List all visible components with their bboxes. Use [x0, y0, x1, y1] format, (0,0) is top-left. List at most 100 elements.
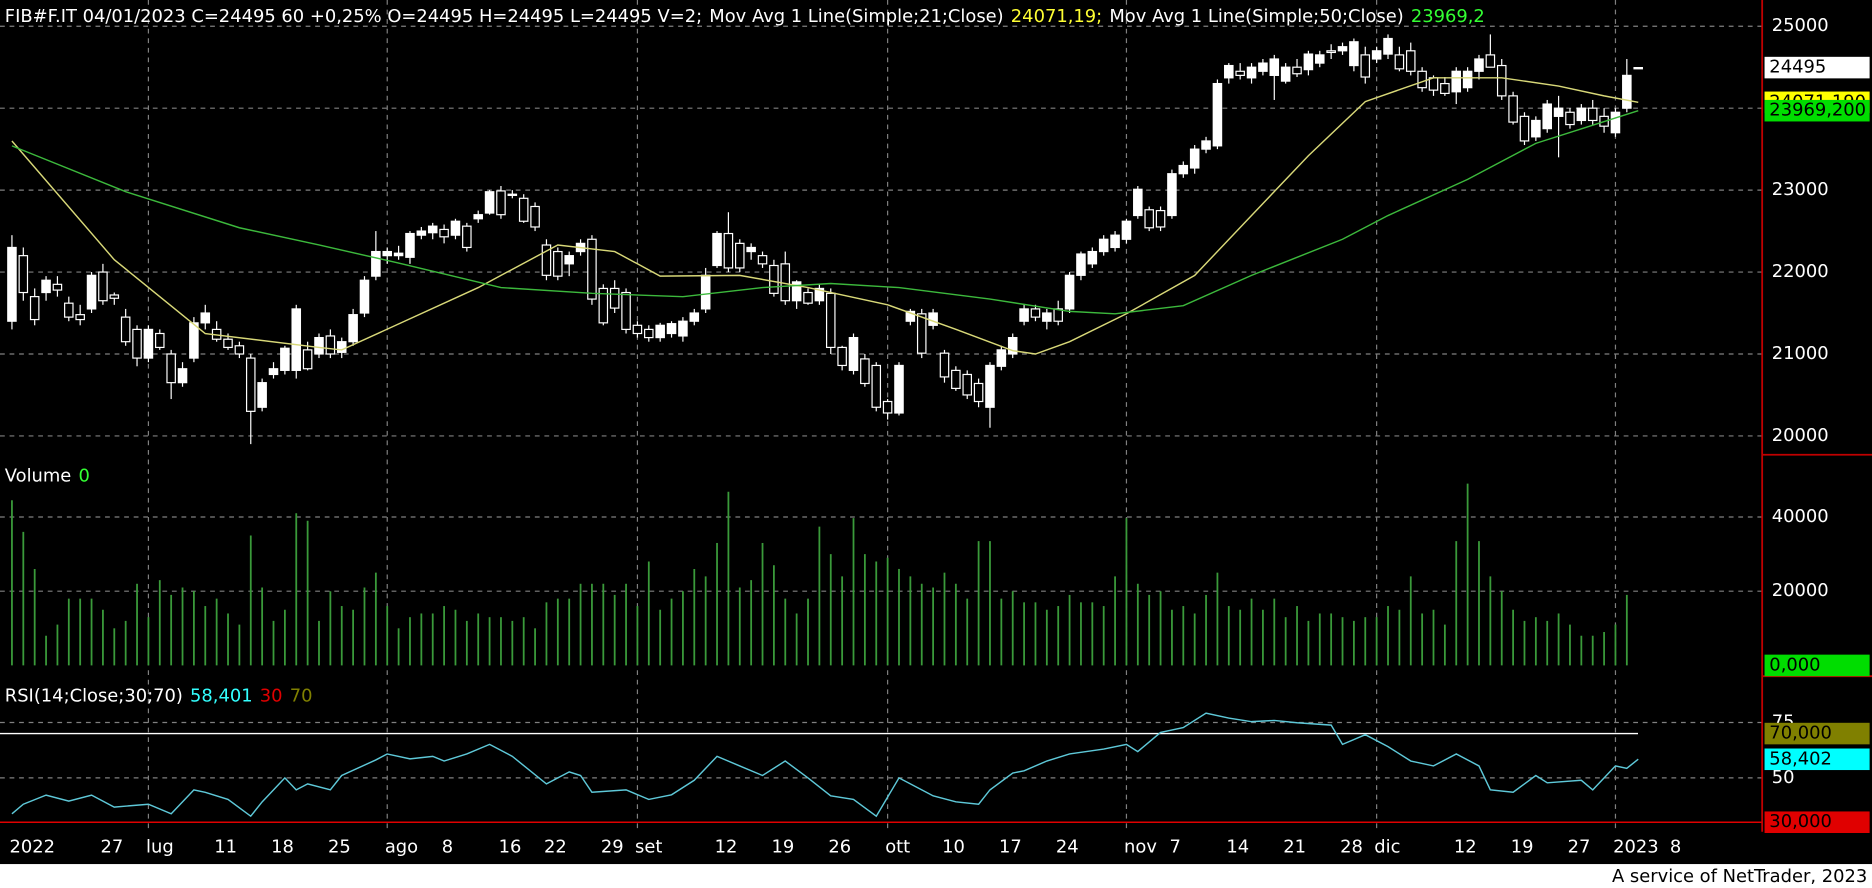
y-tick-label: 25000	[1772, 15, 1829, 36]
candle-body	[757, 255, 768, 265]
candle-body	[234, 345, 245, 355]
candle-body	[1428, 77, 1439, 91]
x-tick-label: set	[635, 836, 662, 857]
candle-body	[962, 373, 973, 396]
candle-body	[894, 364, 904, 414]
candle-body	[609, 287, 620, 309]
candle-body	[1496, 64, 1507, 97]
candle-body	[155, 332, 165, 349]
y-tick-label: 21000	[1772, 343, 1829, 364]
candle-body	[18, 255, 29, 294]
candle-body	[848, 336, 859, 371]
candle-body	[518, 197, 529, 222]
candle-body	[405, 232, 415, 258]
x-tick-label: 2022	[10, 836, 56, 857]
axis-value-label: 30,000	[1769, 811, 1832, 832]
x-tick-label: 25	[328, 836, 351, 857]
candle-body	[644, 328, 654, 339]
y-tick-label: 23000	[1772, 179, 1829, 200]
candle-body	[371, 250, 381, 277]
axis-value-label: 24495	[1769, 57, 1826, 78]
candle-body	[1246, 66, 1257, 79]
candle-body	[700, 274, 711, 310]
candle-body	[484, 191, 495, 214]
candle-body	[1178, 164, 1189, 175]
candle-body	[1087, 250, 1098, 265]
axis-value-box	[1764, 748, 1870, 771]
x-tick-label: 28	[1340, 836, 1363, 857]
candle-body	[1337, 46, 1348, 52]
candle-body	[985, 364, 995, 408]
candle-body	[1292, 66, 1302, 75]
candle-body	[939, 352, 950, 378]
candle-body	[655, 324, 665, 339]
axis-value-box	[1764, 56, 1870, 79]
candle-body	[746, 246, 756, 253]
legend: RSI(14;Close;30;70) 58,401 30 70	[5, 686, 313, 707]
candle-body	[109, 294, 120, 299]
candle-body	[86, 274, 97, 310]
candle-body	[314, 336, 324, 355]
candle-body	[1314, 54, 1325, 64]
legend-name: Mov Avg 1 Line(Simple;21;Close)	[709, 6, 1003, 27]
candle-body	[1371, 50, 1382, 60]
axis-value-label: 70,000	[1769, 723, 1832, 744]
candle-body	[1474, 58, 1484, 72]
candle-body	[905, 310, 916, 322]
candle-body	[1235, 70, 1245, 76]
x-tick-label: 17	[999, 836, 1022, 857]
candle-body	[245, 357, 256, 412]
x-tick-label: 21	[1283, 836, 1306, 857]
y-tick-label: 20000	[1772, 580, 1829, 601]
candle-body	[712, 232, 722, 267]
x-tick-label: 8	[1670, 836, 1681, 857]
candle-body	[1280, 66, 1291, 82]
candle-body	[1519, 115, 1530, 142]
candle-body	[1269, 58, 1280, 76]
legend-level: 30	[260, 686, 283, 707]
candle-body	[359, 279, 370, 314]
axis-value-label: 0,000	[1769, 654, 1820, 675]
candle-body	[1098, 238, 1109, 253]
y-tick-label: 20000	[1772, 425, 1829, 446]
candle-body	[325, 335, 336, 355]
candle-body	[1440, 82, 1450, 95]
candle-body	[52, 283, 63, 291]
candle-body	[1019, 308, 1029, 322]
candle-body	[1553, 107, 1564, 117]
x-tick-label: 11	[214, 836, 237, 857]
candle-body	[1155, 209, 1166, 228]
chart-title: FIB#F.IT 04/01/2023 C=24495 60 +0,25% O=…	[5, 6, 702, 27]
candle-body	[791, 281, 802, 302]
candle-body	[64, 302, 74, 318]
candle-body	[1076, 253, 1086, 276]
candle-body	[120, 316, 131, 343]
axis-value-label: 23969,200	[1769, 100, 1866, 121]
candle-body	[1189, 148, 1200, 169]
candle-body	[143, 328, 154, 359]
x-tick-label: 7	[1170, 836, 1181, 857]
candle-body	[1326, 50, 1336, 54]
footer: A service of NetTrader, 2023	[1612, 866, 1867, 887]
candle-body	[393, 252, 404, 257]
x-tick-label: 29	[601, 836, 624, 857]
x-tick-label: 12	[715, 836, 738, 857]
axis-value-box	[1764, 99, 1870, 122]
candle-body	[1462, 70, 1473, 89]
background	[0, 0, 1872, 864]
panel-title: RSI(14;Close;30;70)	[5, 686, 183, 707]
candle-body	[189, 322, 199, 359]
candle-body	[268, 368, 279, 376]
candle-body	[541, 244, 552, 276]
candle-body	[166, 353, 176, 384]
candle-body	[98, 271, 108, 302]
candle-body	[1405, 50, 1416, 72]
candle-body	[291, 308, 302, 371]
x-tick-label: 12	[1454, 836, 1477, 857]
candle-body	[837, 346, 847, 367]
candle-body	[496, 190, 506, 216]
candle-body	[462, 225, 472, 249]
candle-body	[814, 287, 825, 302]
axis-value-box	[1764, 722, 1870, 745]
